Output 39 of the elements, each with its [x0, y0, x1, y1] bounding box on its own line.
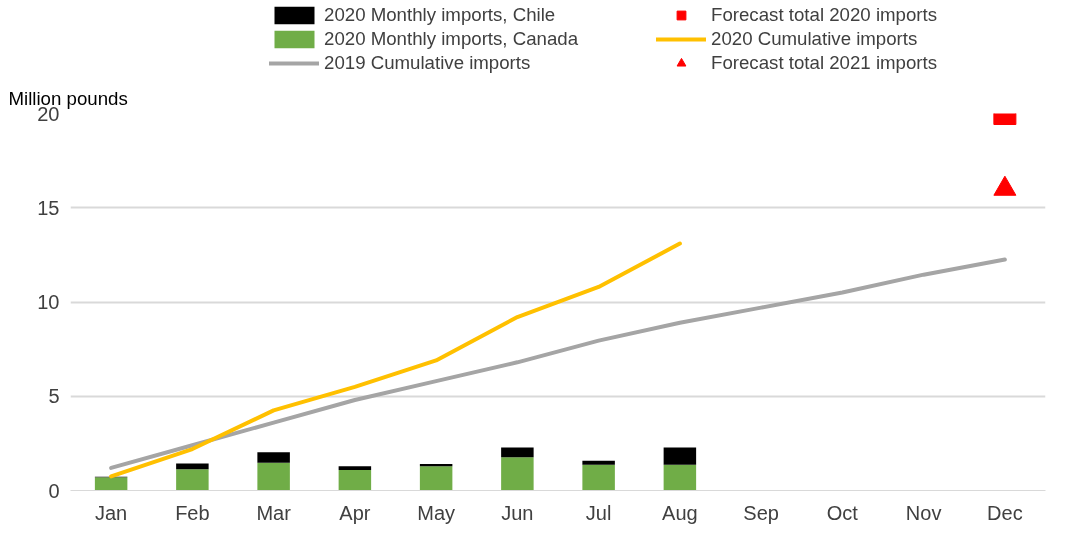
x-tick-label: Jan: [95, 501, 128, 524]
x-tick-label: Feb: [175, 501, 210, 524]
x-tick-label: Jun: [501, 501, 534, 524]
x-tick-label: Nov: [905, 501, 942, 524]
bar: [338, 469, 372, 491]
y-tick-label: 15: [37, 196, 60, 219]
bar: [501, 447, 534, 458]
x-tick-label: May: [417, 501, 456, 524]
bar: [501, 457, 534, 491]
legend-label: Forecast total 2021 imports: [711, 52, 939, 74]
line-series: [109, 241, 682, 479]
x-tick-label: Dec: [987, 501, 1023, 524]
bar: [663, 447, 697, 465]
legend-label: 2020 Monthly imports, Chile: [324, 4, 557, 26]
bar: [257, 452, 290, 463]
x-tick-label: Apr: [339, 501, 371, 524]
bar: [176, 469, 209, 491]
legend-label: 2020 Monthly imports, Canada: [324, 28, 580, 50]
bar: [582, 464, 615, 491]
bar: [663, 464, 697, 491]
x-tick-label: Aug: [662, 501, 698, 524]
y-tick-label: 5: [48, 385, 60, 408]
legend-label: 2020 Cumulative imports: [711, 28, 919, 50]
x-tick-label: Mar: [256, 501, 292, 524]
line-series: [109, 257, 1007, 470]
y-tick-label: 0: [48, 479, 60, 502]
bar: [94, 477, 128, 491]
bar: [419, 464, 453, 467]
x-tick-label: Sep: [743, 501, 779, 524]
bar: [338, 466, 372, 470]
x-tick-label: Jul: [585, 501, 612, 524]
legend-label: Forecast total 2020 imports: [711, 4, 939, 26]
bar: [419, 466, 453, 491]
x-tick-label: Oct: [826, 501, 859, 524]
bar: [582, 460, 615, 465]
bar: [257, 462, 290, 491]
bar: [176, 463, 209, 470]
y-tick-label: 10: [37, 291, 60, 313]
legend-label: 2019 Cumulative imports: [324, 52, 532, 74]
